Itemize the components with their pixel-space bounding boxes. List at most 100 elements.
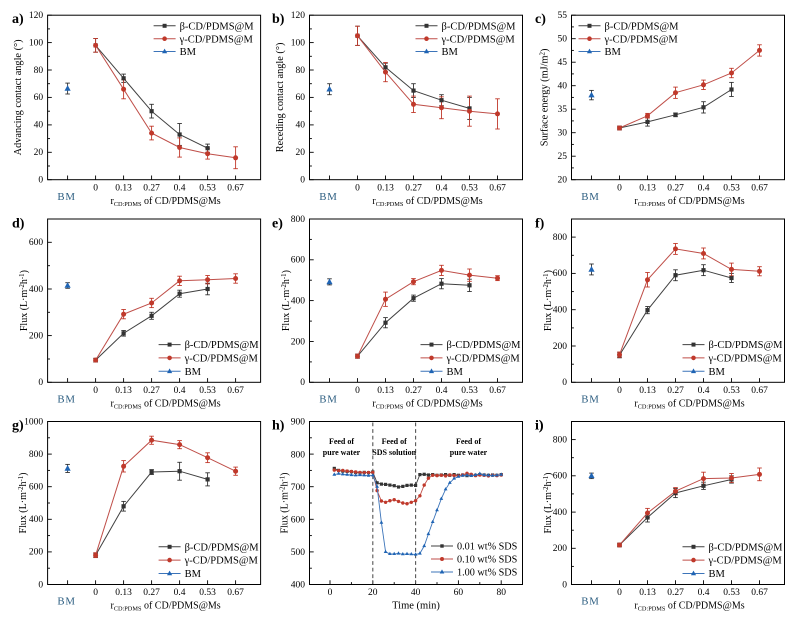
svg-text:β-CD/PDMS@M: β-CD/PDMS@M <box>180 21 255 32</box>
svg-text:β-CD/PDMS@M: β-CD/PDMS@M <box>447 340 522 351</box>
svg-text:80: 80 <box>296 66 306 76</box>
svg-text:50: 50 <box>558 35 568 45</box>
svg-text:Feed of: Feed of <box>456 437 481 446</box>
svg-text:γ-CD/PDMS@M: γ-CD/PDMS@M <box>184 354 259 365</box>
svg-text:0: 0 <box>617 386 622 396</box>
svg-text:0.67: 0.67 <box>227 183 244 193</box>
svg-text:0.53: 0.53 <box>199 588 216 598</box>
svg-text:i): i) <box>535 419 544 434</box>
svg-text:c): c) <box>535 12 546 27</box>
svg-text:0.13: 0.13 <box>639 588 656 598</box>
svg-text:0.53: 0.53 <box>199 386 216 396</box>
svg-text:0.27: 0.27 <box>667 588 684 598</box>
svg-text:600: 600 <box>553 269 568 279</box>
svg-text:0.4: 0.4 <box>174 183 186 193</box>
svg-text:40: 40 <box>558 82 568 92</box>
svg-text:0.53: 0.53 <box>461 183 478 193</box>
svg-text:60: 60 <box>296 93 306 103</box>
svg-text:120: 120 <box>291 11 306 21</box>
svg-text:Surface energy (mJ/m2): Surface energy (mJ/m2) <box>539 49 551 147</box>
svg-text:0: 0 <box>38 176 43 186</box>
svg-text:β-CD/PDMS@M: β-CD/PDMS@M <box>605 21 680 32</box>
svg-text:Flux (L·m-2h-1): Flux (L·m-2h-1) <box>18 472 29 533</box>
svg-text:0: 0 <box>617 588 622 598</box>
svg-text:γ-CD/PDMS@M: γ-CD/PDMS@M <box>446 354 521 365</box>
svg-text:0.67: 0.67 <box>751 183 768 193</box>
svg-text:200: 200 <box>29 331 44 341</box>
svg-text:BM: BM <box>180 47 197 58</box>
svg-text:60: 60 <box>454 588 464 598</box>
svg-text:pure water: pure water <box>450 448 488 457</box>
svg-text:BM: BM <box>447 367 464 378</box>
svg-text:0.10 wt% SDS: 0.10 wt% SDS <box>457 555 518 566</box>
svg-text:pure water: pure water <box>323 448 361 457</box>
svg-text:0.53: 0.53 <box>199 183 216 193</box>
svg-text:0.13: 0.13 <box>377 386 394 396</box>
svg-text:0.13: 0.13 <box>115 588 132 598</box>
svg-text:0.01 wt% SDS: 0.01 wt% SDS <box>457 542 518 553</box>
svg-text:BM: BM <box>185 367 202 378</box>
svg-text:Advancing contact angle (°): Advancing contact angle (°) <box>13 39 24 155</box>
svg-text:SDS solution: SDS solution <box>372 448 416 457</box>
svg-text:0.27: 0.27 <box>143 183 160 193</box>
svg-text:20: 20 <box>34 148 44 158</box>
svg-text:β-CD/PDMS@M: β-CD/PDMS@M <box>185 340 260 351</box>
svg-text:100: 100 <box>29 38 44 48</box>
svg-text:γ-CD/PDMS@M: γ-CD/PDMS@M <box>708 354 783 365</box>
svg-text:35: 35 <box>558 105 568 115</box>
svg-text:d): d) <box>12 217 25 232</box>
svg-text:BM: BM <box>709 367 726 378</box>
svg-text:1.00 wt% SDS: 1.00 wt% SDS <box>457 568 518 579</box>
svg-text:BM: BM <box>319 394 337 406</box>
svg-text:900: 900 <box>291 418 306 428</box>
svg-text:BM: BM <box>605 47 622 58</box>
svg-text:20: 20 <box>558 176 568 186</box>
svg-text:0: 0 <box>617 183 622 193</box>
svg-text:a): a) <box>12 12 24 27</box>
svg-text:g): g) <box>12 419 24 434</box>
svg-text:40: 40 <box>411 588 421 598</box>
svg-text:45: 45 <box>558 58 568 68</box>
svg-text:β-CD/PDMS@M: β-CD/PDMS@M <box>185 542 260 553</box>
svg-text:Flux (L·m-2h-1): Flux (L·m-2h-1) <box>543 270 554 331</box>
svg-text:BM: BM <box>319 191 337 203</box>
svg-text:Receding contact angle (°): Receding contact angle (°) <box>275 43 286 153</box>
svg-text:β-CD/PDMS@M: β-CD/PDMS@M <box>442 21 517 32</box>
svg-text:0.53: 0.53 <box>461 386 478 396</box>
svg-text:β-CD/PDMS@M: β-CD/PDMS@M <box>709 340 784 351</box>
svg-text:30: 30 <box>558 129 568 139</box>
svg-text:800: 800 <box>291 450 306 460</box>
svg-text:Feed of: Feed of <box>382 437 407 446</box>
svg-text:80: 80 <box>34 66 44 76</box>
svg-text:BM: BM <box>57 596 75 608</box>
svg-text:400: 400 <box>553 306 568 316</box>
svg-text:200: 200 <box>29 548 44 558</box>
svg-text:h): h) <box>272 419 285 434</box>
svg-text:400: 400 <box>291 296 306 306</box>
svg-text:β-CD/PDMS@M: β-CD/PDMS@M <box>709 542 784 553</box>
svg-text:0.53: 0.53 <box>723 386 740 396</box>
svg-text:0: 0 <box>38 378 43 388</box>
svg-text:60: 60 <box>34 93 44 103</box>
svg-text:200: 200 <box>553 544 568 554</box>
svg-text:600: 600 <box>291 256 306 266</box>
svg-text:600: 600 <box>553 472 568 482</box>
svg-text:0.67: 0.67 <box>227 588 244 598</box>
svg-text:800: 800 <box>291 215 306 225</box>
svg-text:0: 0 <box>355 386 360 396</box>
svg-text:0.27: 0.27 <box>405 183 422 193</box>
svg-text:0.67: 0.67 <box>489 386 506 396</box>
svg-text:400: 400 <box>29 515 44 525</box>
svg-text:f): f) <box>535 217 545 232</box>
svg-text:0.67: 0.67 <box>751 386 768 396</box>
svg-text:Flux (L·m-2h-1): Flux (L·m-2h-1) <box>543 472 554 533</box>
svg-text:BM: BM <box>581 191 599 203</box>
svg-text:γ-CD/PDMS@M: γ-CD/PDMS@M <box>179 34 254 45</box>
svg-text:0.67: 0.67 <box>751 588 768 598</box>
svg-text:0: 0 <box>93 588 98 598</box>
svg-text:400: 400 <box>29 285 44 295</box>
svg-text:0: 0 <box>562 580 567 590</box>
svg-text:0.67: 0.67 <box>227 386 244 396</box>
svg-text:1000: 1000 <box>24 417 43 427</box>
svg-text:700: 700 <box>291 483 306 493</box>
